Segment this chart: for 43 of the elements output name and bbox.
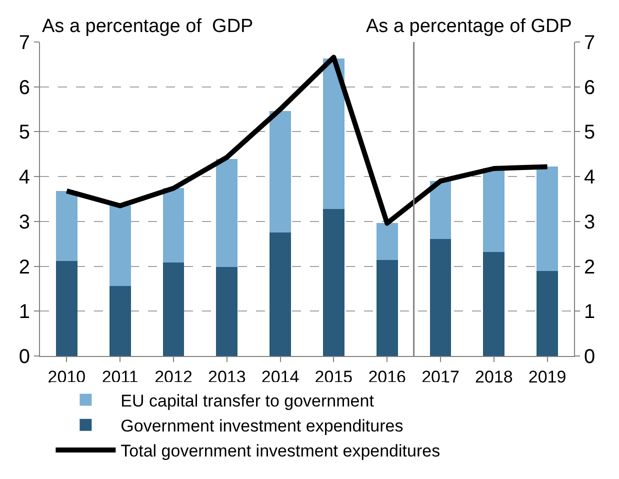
y2-tick-label: 4 [584,166,596,189]
y-tick-label: 3 [18,211,30,234]
bar [536,270,558,356]
y2-axis-title: As a percentage of GDP [366,16,572,37]
bar [216,267,238,356]
y2-tick-label: 1 [584,301,596,324]
x-tick-label: 2019 [528,367,566,386]
y2-tick-label: 6 [584,76,596,99]
bar [162,262,184,356]
y-tick-label: 0 [18,346,30,368]
bar [56,190,78,261]
y-tick-label: 5 [18,122,30,144]
bar [483,168,505,252]
bar [109,286,131,356]
bar [323,58,344,209]
y2-tick-label: 5 [584,122,596,144]
bar [109,206,131,286]
bar [216,159,238,268]
y-tick-label: 2 [18,256,30,278]
y-tick-label: 6 [18,76,30,99]
bar [162,188,184,262]
y2-tick-label: 7 [584,32,596,54]
y-tick-label: 1 [18,301,30,324]
bar [323,208,344,356]
y2-tick-label: 2 [584,256,596,278]
y2-tick-label: 0 [584,346,596,368]
bar [270,232,291,356]
bar [376,223,398,260]
bar [430,181,452,239]
y-tick-label: 7 [18,32,30,54]
bar [430,238,452,356]
bar [376,260,398,356]
bar [270,111,291,233]
bar [483,252,505,356]
legend-label: Government investment expenditures [120,416,404,436]
y-axis-title: As a percentage of GDP [42,16,254,37]
legend-label: EU capital transfer to government [120,391,374,410]
y2-tick-label: 3 [584,211,596,234]
y-tick-label: 4 [18,166,30,189]
x-tick-label: 2018 [474,367,513,386]
bar [536,166,558,271]
bar [56,260,78,356]
legend-label: Total government investment expenditures [120,442,440,461]
